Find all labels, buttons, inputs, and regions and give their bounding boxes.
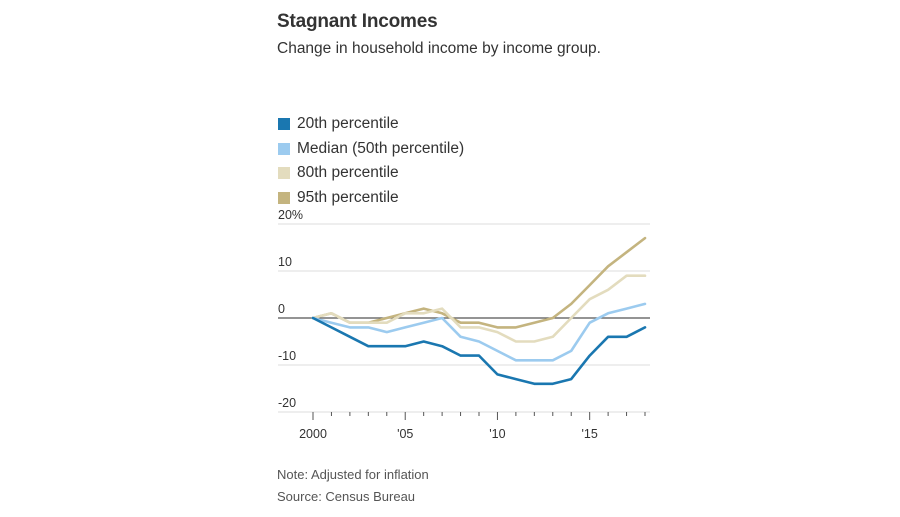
x-tick-label: '05 [397, 427, 413, 441]
legend-item-20th: 20th percentile [278, 112, 464, 137]
legend-label-95th: 95th percentile [297, 188, 399, 206]
legend-item-80th: 80th percentile [278, 161, 464, 186]
legend-swatch-95th [278, 191, 290, 204]
source-credit: Source: Census Bureau [277, 489, 416, 504]
legend-label-20th: 20th percentile [297, 115, 399, 133]
x-tick-label: '15 [582, 427, 598, 441]
x-tick-label: '10 [489, 427, 505, 441]
legend: 20th percentile Median (50th percentile)… [278, 112, 464, 210]
legend-label-median: Median (50th percentile) [297, 139, 465, 157]
legend-swatch-median [278, 142, 290, 155]
y-tick-label: -10 [278, 349, 296, 363]
y-tick-label: 0 [278, 302, 285, 316]
footnote: Note: Adjusted for inflation [277, 467, 429, 482]
series-line-80th-percentile [311, 274, 647, 343]
x-tick-label: 2000 [299, 427, 327, 441]
legend-item-95th: 95th percentile [278, 186, 464, 211]
y-tick-label: 10 [278, 255, 292, 269]
series-line-95th-percentile [311, 236, 647, 329]
chart-subtitle: Change in household income by income gro… [277, 40, 601, 57]
gridlines [278, 223, 650, 413]
y-tick-label: -20 [278, 396, 296, 410]
chart-footer: Note: Adjusted for inflation Source: Cen… [277, 464, 429, 508]
y-axis-ticks: 20% 10 0 -10 -20 [278, 208, 303, 410]
legend-swatch-20th [278, 118, 290, 131]
series-line-20th-percentile [311, 316, 647, 386]
chart-title: Stagnant Incomes [277, 11, 438, 32]
legend-item-median: Median (50th percentile) [278, 137, 464, 162]
x-axis: 2000 '05 '10 '15 [299, 412, 646, 441]
y-tick-label: 20% [278, 208, 303, 222]
series-line-median-50th-percentile [311, 302, 647, 362]
series-lines [311, 236, 647, 386]
legend-swatch-80th [278, 167, 290, 180]
legend-label-80th: 80th percentile [297, 164, 399, 182]
